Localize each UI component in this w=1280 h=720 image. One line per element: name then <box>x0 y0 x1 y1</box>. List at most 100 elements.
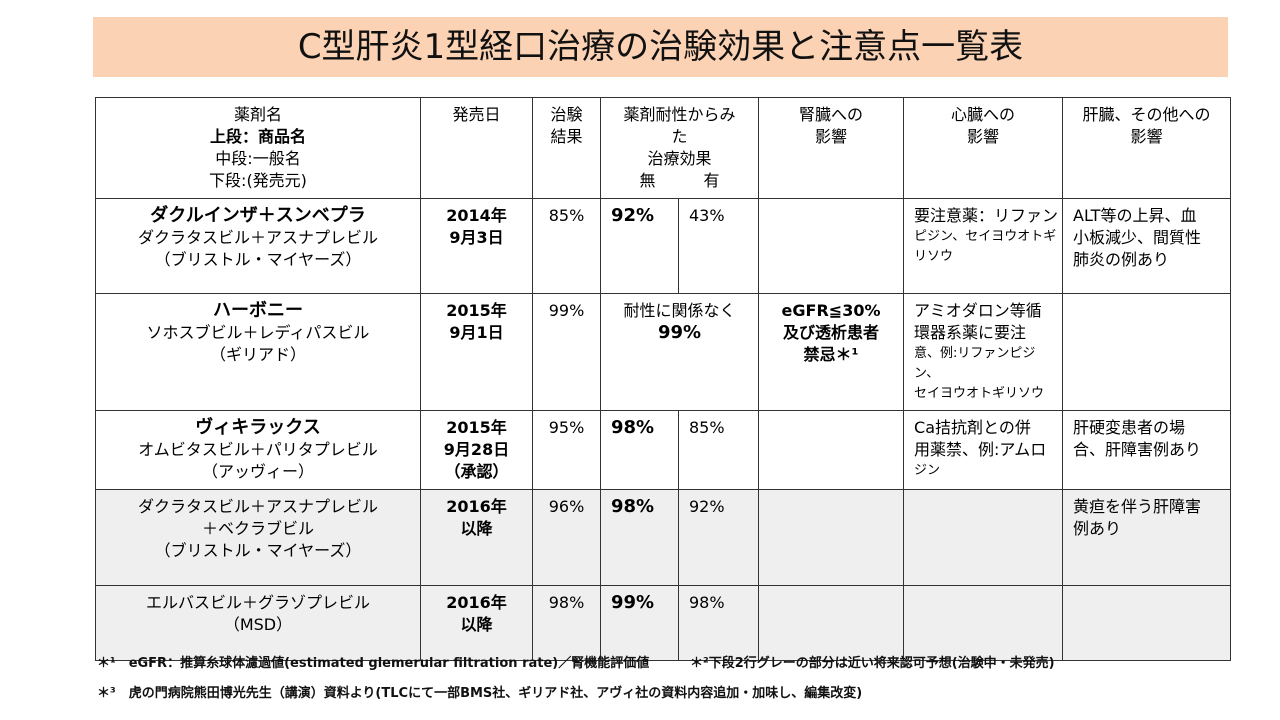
result-cell: 95% <box>532 410 601 490</box>
cell-line: 上段：商品名 <box>209 127 306 146</box>
cell-line: 95% <box>548 418 585 437</box>
cell-line: ハーボニー <box>213 300 303 321</box>
cell-line: 用薬禁、例:アムロ <box>914 440 1047 459</box>
header-cell: 治験 結果 <box>532 97 601 199</box>
resistance-cell: 耐性に関係なく 99% <box>599 293 760 411</box>
result-cell: 99% <box>532 293 601 411</box>
date-cell: 2014年 9月3日 <box>420 198 533 294</box>
footnote: ＊³ 虎の門病院熊田博光先生（講演）資料より(TLCにて一部BMS社、ギリアド社… <box>97 686 863 701</box>
cell-line: 98% <box>611 496 655 517</box>
cell-line: 99% <box>657 322 702 343</box>
kidney-cell: eGFR≦30% 及び透析患者 禁忌＊¹ <box>758 293 905 411</box>
cell-line: 腎臓への <box>799 105 864 124</box>
cell-line: eGFR≦30% <box>781 301 881 320</box>
kidney-cell <box>758 410 905 490</box>
header-row: 薬剤名 上段：商品名 中段:一般名 下段:(発売元) 発売日 治験 結果 薬剤耐性からみた治療… <box>95 97 1232 199</box>
resistance-with-cell: 98% <box>677 585 760 661</box>
cell-line: 薬剤耐性からみ <box>623 105 736 124</box>
cell-line: 発売日 <box>452 105 501 124</box>
cell-line: 2015年 <box>446 418 507 437</box>
cell-line: （アッヴィー） <box>201 462 314 481</box>
resistance-none-cell: 98% <box>600 410 679 490</box>
date-cell: 2015年 9月1日 <box>420 293 533 411</box>
cell-line: 意、例:リファンピジン、 <box>914 346 1036 381</box>
resistance-with-cell: 43% <box>677 198 760 294</box>
liver-cell: 黄疸を伴う肝障害 例あり <box>1062 489 1232 586</box>
header-cell: 発売日 <box>420 97 533 199</box>
cell-line: 98% <box>689 593 725 612</box>
drug-cell: ヴィキラックス オムビタスビル＋パリタプレビル （アッヴィー） <box>95 410 421 490</box>
cell-line: 治験 <box>550 105 583 124</box>
cell-line: 耐性に関係なく <box>623 301 736 320</box>
liver-cell <box>1062 585 1232 661</box>
cell-line: 92% <box>611 205 655 226</box>
cell-line: 2016年 <box>446 593 507 612</box>
cell-line: 心臓への <box>951 105 1016 124</box>
cell-line: 合、肝障害例あり <box>1073 440 1202 459</box>
footnote: ＊²下段2行グレーの部分は近い将来認可予想(治験中・未発売) <box>690 656 1055 671</box>
cell-line: （ブリストル・マイヤーズ） <box>154 250 362 269</box>
cell-line: 以降 <box>460 615 493 634</box>
cell-line: ジン <box>914 463 941 478</box>
resistance-none-cell: 92% <box>600 198 679 294</box>
drug-cell: エルバスビル＋グラゾプレビル （MSD） <box>95 585 421 661</box>
cell-line: 98% <box>611 417 655 438</box>
date-cell: 2016年以降 <box>420 585 533 661</box>
cell-line: リソウ <box>914 249 954 264</box>
liver-cell: ALT等の上昇、血 小板減少、間質性 肺炎の例あり <box>1062 198 1232 294</box>
cell-line: アミオダロン等循 <box>914 301 1042 320</box>
cell-line: 肺炎の例あり <box>1073 250 1170 269</box>
cell-line: オムビタスビル＋パリタプレビル <box>138 440 378 459</box>
header-cell: 心臓への 影響 <box>903 97 1064 199</box>
result-cell: 98% <box>532 585 601 661</box>
cell-line: （ブリストル・マイヤーズ） <box>154 541 362 560</box>
drug-cell: ハーボニー ソホスブビル＋レディパスビル （ギリアド） <box>95 293 421 411</box>
drug-row: ヴィキラックス オムビタスビル＋パリタプレビル （アッヴィー） 2015年 9月28日 （… <box>95 410 1232 490</box>
cell-line: 92% <box>689 497 725 516</box>
cell-line: ＋ベクラブビル <box>201 519 314 538</box>
table: 薬剤名 上段：商品名 中段:一般名 下段:(発売元) 発売日 治験 結果 薬剤耐性からみた治療… <box>95 97 1232 661</box>
cell-line: 肝臓、その他への <box>1082 105 1211 124</box>
resistance-none-cell: 99% <box>600 585 679 661</box>
header-cell: 薬剤耐性からみた治療効果無 有 <box>599 97 760 199</box>
cell-line: た <box>671 127 688 146</box>
cell-line: 影響 <box>815 127 848 146</box>
heart-cell <box>903 585 1064 661</box>
liver-cell <box>1062 293 1232 411</box>
cell-line: ダクラタスビル＋アスナプレビル <box>137 497 378 516</box>
cell-line: （MSD） <box>223 615 293 634</box>
result-cell: 96% <box>532 489 601 586</box>
cell-line: 禁忌＊¹ <box>803 345 859 364</box>
cell-line: 薬剤名 <box>233 105 282 124</box>
cell-line: 中段:一般名 <box>215 149 301 168</box>
result-cell: 85% <box>532 198 601 294</box>
drug-row: ダクラタスビル＋アスナプレビル ＋ベクラブビル （ブリストル・マイヤーズ） 2016年… <box>95 489 1232 586</box>
cell-line: 要注意薬：リファン <box>914 206 1059 225</box>
date-cell: 2016年 以降 <box>420 489 533 586</box>
drug-row: ハーボニー ソホスブビル＋レディパスビル （ギリアド） 2015年 9月1日 99% 耐性に… <box>95 293 1232 411</box>
cell-line: 治療効果 <box>647 149 712 168</box>
cell-line: ダクルインザ＋スンベプラ <box>150 205 366 226</box>
cell-line: 及び透析患者 <box>783 323 880 342</box>
date-cell: 2015年 9月28日 （承認） <box>420 410 533 490</box>
cell-line: 影響 <box>1130 127 1163 146</box>
cell-line: 99% <box>611 592 655 613</box>
cell-line: 例あり <box>1073 519 1122 538</box>
cell-line: 結果 <box>550 127 583 146</box>
cell-line: （承認） <box>444 462 509 481</box>
cell-line: ピジン、セイヨウオトギ <box>914 229 1057 244</box>
title: C型肝炎1型経口治療の治験効果と注意点一覧表 <box>93 17 1228 77</box>
footnote: ＊¹ eGFR：推算糸球体濾過値(estimated glemerular fi… <box>97 656 650 671</box>
heart-cell: 要注意薬：リファンピジン、セイヨウオトギ リソウ <box>903 198 1064 294</box>
cell-line: 9月3日 <box>449 228 504 247</box>
resistance-none-cell: 98% <box>600 489 679 586</box>
header-cell: 薬剤名 上段：商品名 中段:一般名 下段:(発売元) <box>95 97 421 199</box>
cell-line: ソホスブビル＋レディパスビル <box>146 323 370 342</box>
cell-line: ALT等の上昇、血 <box>1073 206 1197 225</box>
resistance-with-cell: 85% <box>677 410 760 490</box>
drug-row: エルバスビル＋グラゾプレビル （MSD） 2016年 以降 98% 99% 98% <box>95 585 1232 661</box>
cell-line: 2014年 <box>446 206 507 225</box>
cell-line: 98% <box>548 593 585 612</box>
kidney-cell <box>758 198 905 294</box>
